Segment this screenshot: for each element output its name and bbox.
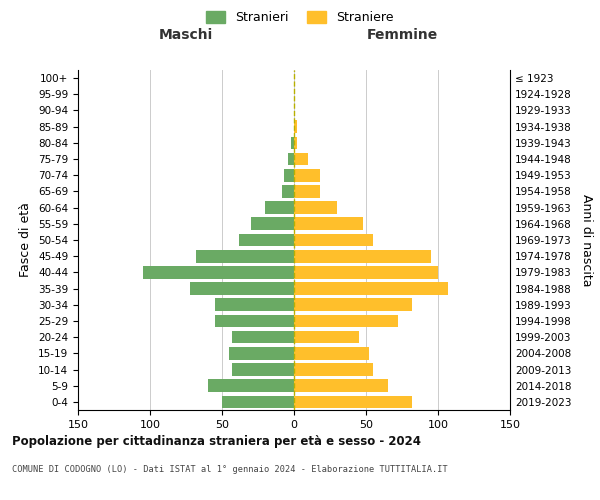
Bar xyxy=(251,218,294,230)
Bar xyxy=(208,380,294,392)
Bar xyxy=(294,169,320,181)
Bar xyxy=(294,120,297,133)
Bar xyxy=(294,218,363,230)
Bar xyxy=(294,152,308,166)
Bar xyxy=(239,234,294,246)
Bar xyxy=(265,202,294,214)
Bar xyxy=(294,282,448,295)
Text: Popolazione per cittadinanza straniera per età e sesso - 2024: Popolazione per cittadinanza straniera p… xyxy=(12,435,421,448)
Bar xyxy=(294,185,320,198)
Bar xyxy=(196,250,294,262)
Bar xyxy=(284,169,294,181)
Y-axis label: Fasce di età: Fasce di età xyxy=(19,202,32,278)
Bar xyxy=(294,331,359,344)
Bar xyxy=(143,266,294,278)
Bar xyxy=(294,266,438,278)
Bar xyxy=(294,250,431,262)
Bar xyxy=(294,202,337,214)
Bar xyxy=(294,136,297,149)
Bar xyxy=(232,363,294,376)
Y-axis label: Anni di nascita: Anni di nascita xyxy=(580,194,593,286)
Bar xyxy=(229,347,294,360)
Bar xyxy=(294,363,373,376)
Bar xyxy=(294,396,412,408)
Bar xyxy=(294,380,388,392)
Bar xyxy=(291,136,294,149)
Bar xyxy=(294,347,369,360)
Text: Femmine: Femmine xyxy=(367,28,437,42)
Bar xyxy=(283,185,294,198)
Legend: Stranieri, Straniere: Stranieri, Straniere xyxy=(202,6,398,29)
Bar xyxy=(294,314,398,328)
Bar xyxy=(294,234,373,246)
Bar xyxy=(222,396,294,408)
Bar xyxy=(190,282,294,295)
Bar xyxy=(215,298,294,311)
Text: Maschi: Maschi xyxy=(159,28,213,42)
Bar xyxy=(215,314,294,328)
Bar xyxy=(288,152,294,166)
Bar xyxy=(294,298,412,311)
Text: COMUNE DI CODOGNO (LO) - Dati ISTAT al 1° gennaio 2024 - Elaborazione TUTTITALIA: COMUNE DI CODOGNO (LO) - Dati ISTAT al 1… xyxy=(12,465,448,474)
Bar xyxy=(232,331,294,344)
